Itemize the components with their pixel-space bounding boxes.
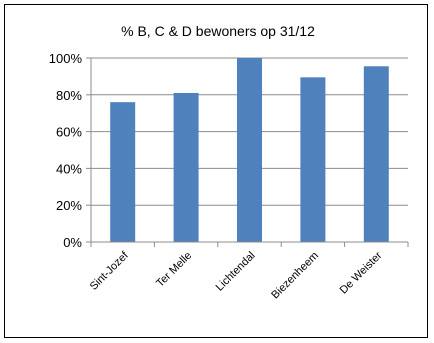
x-tick-label: Biezenheem [269,250,321,302]
y-tick-label: 100% [49,51,83,66]
bar [363,66,389,242]
x-tick-label: Lichtendal [214,250,258,294]
bar [300,77,326,242]
bar [173,92,199,243]
y-tick-label: 20% [56,198,82,213]
bar [237,58,262,242]
chart-title: % B, C & D bewoners op 31/12 [121,23,315,39]
axes [86,57,409,247]
y-tick-label: 0% [63,235,82,250]
y-tick-label: 40% [56,161,82,176]
y-tick-label: 60% [56,125,82,140]
bar [110,102,136,242]
bars [110,58,389,243]
x-tick-label: Sint-Jozef [88,249,132,293]
chart-frame [4,4,428,338]
x-tick-label: Ter Melle [154,250,194,290]
y-axis-tick-labels: 0% 20% 40% 60% 80% 100% [49,51,83,250]
x-tick-label: De Weister [338,249,385,296]
x-axis-tick-labels: Sint-Jozef Ter Melle Lichtendal Biezenheem D… [88,249,385,301]
y-tick-label: 80% [56,88,82,103]
